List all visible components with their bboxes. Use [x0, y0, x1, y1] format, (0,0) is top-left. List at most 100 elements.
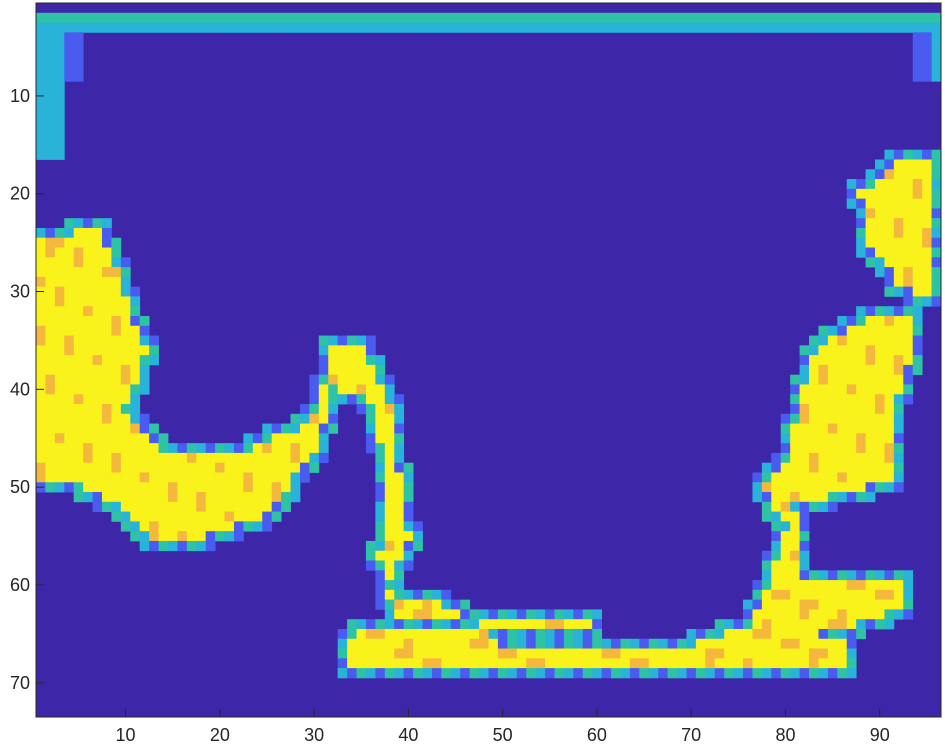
heatmap-cell: [337, 364, 348, 376]
heatmap-cell: [780, 472, 791, 483]
heatmap-cell: [761, 492, 772, 503]
heatmap-cell: [846, 580, 857, 591]
heatmap-cell: [856, 227, 866, 239]
heatmap-cell: [780, 511, 791, 522]
heatmap-cell: [177, 511, 188, 522]
heatmap-cell: [403, 482, 414, 493]
heatmap-cell: [545, 12, 555, 23]
heatmap-cell: [45, 100, 56, 111]
heatmap-cell: [903, 609, 914, 620]
heatmap-cell: [761, 609, 772, 620]
heatmap-cell: [780, 648, 791, 659]
heatmap-cell: [790, 628, 800, 640]
heatmap-cell: [101, 296, 112, 307]
heatmap-cell: [130, 355, 141, 366]
heatmap-cell: [780, 482, 791, 493]
heatmap-cell: [922, 149, 932, 160]
heatmap-cell: [714, 22, 725, 33]
heatmap-cell: [790, 501, 800, 512]
heatmap-cell: [818, 638, 829, 649]
heatmap-cell: [884, 462, 895, 473]
heatmap-cell: [45, 413, 56, 424]
heatmap-cell: [45, 81, 56, 92]
heatmap-cell: [563, 619, 574, 630]
heatmap-cell: [45, 237, 56, 248]
heatmap-cell: [120, 374, 131, 385]
heatmap-cell: [101, 462, 112, 473]
heatmap-cell: [705, 648, 716, 659]
heatmap-cell: [328, 355, 339, 366]
heatmap-cell: [413, 22, 423, 33]
heatmap-cell: [516, 638, 527, 649]
heatmap-cell: [931, 22, 942, 33]
heatmap-cell: [893, 394, 904, 405]
heatmap-cell: [36, 12, 46, 23]
heatmap-cell: [818, 658, 829, 669]
heatmap-cell: [45, 286, 56, 297]
heatmap-cell: [54, 61, 65, 72]
heatmap-cell: [903, 394, 914, 405]
heatmap-cell: [837, 384, 848, 395]
heatmap-cell: [809, 374, 819, 385]
heatmap-cell: [648, 12, 659, 23]
x-tick-label: 60: [587, 725, 607, 745]
heatmap-cell: [54, 374, 65, 385]
heatmap-cell: [394, 433, 405, 444]
heatmap-cell: [780, 531, 791, 542]
heatmap-cell: [893, 12, 904, 23]
heatmap-cell: [705, 12, 716, 23]
heatmap-cell: [54, 423, 65, 434]
heatmap-cell: [771, 560, 782, 571]
heatmap-cell: [592, 658, 603, 669]
heatmap-cell: [384, 619, 395, 630]
heatmap-cell: [799, 648, 810, 659]
heatmap-cell: [403, 472, 414, 483]
heatmap-cell: [101, 22, 112, 33]
heatmap-cell: [931, 237, 942, 248]
heatmap-cell: [54, 247, 65, 258]
heatmap-cell: [149, 335, 159, 346]
heatmap-cell: [837, 443, 848, 454]
heatmap-cell: [73, 482, 84, 493]
heatmap-cell: [922, 179, 932, 190]
heatmap-cell: [818, 619, 829, 630]
heatmap-cell: [394, 482, 405, 493]
heatmap-cell: [92, 443, 103, 454]
heatmap-cell: [903, 325, 914, 336]
heatmap-cell: [912, 345, 923, 356]
heatmap-cell: [818, 472, 829, 483]
heatmap-cell: [365, 364, 376, 376]
heatmap-cell: [724, 668, 735, 679]
heatmap-cell: [780, 521, 791, 532]
heatmap-cell: [394, 570, 405, 581]
heatmap-cell: [714, 638, 725, 649]
heatmap-cell: [846, 413, 857, 424]
heatmap-cell: [592, 619, 603, 630]
heatmap-cell: [912, 315, 923, 327]
heatmap-cell: [130, 413, 141, 424]
heatmap-cell: [73, 423, 84, 434]
heatmap-cell: [809, 452, 819, 464]
heatmap-cell: [413, 12, 423, 23]
heatmap-cell: [639, 658, 650, 669]
heatmap-cell: [111, 462, 122, 473]
heatmap-cell: [36, 315, 46, 327]
heatmap-cell: [761, 22, 772, 33]
heatmap-cell: [799, 394, 810, 405]
heatmap-cell: [573, 658, 584, 669]
heatmap-cell: [450, 599, 461, 610]
heatmap-cell: [64, 237, 75, 248]
heatmap-cell: [158, 472, 169, 483]
heatmap-cell: [856, 423, 866, 434]
heatmap-cell: [884, 22, 895, 33]
heatmap-cell: [771, 580, 782, 591]
heatmap-cell: [912, 149, 923, 160]
heatmap-cell: [893, 276, 904, 288]
heatmap-cell: [601, 648, 612, 659]
heatmap-cell: [384, 394, 395, 405]
heatmap-cell: [54, 325, 65, 336]
heatmap-cell: [224, 22, 235, 33]
heatmap-cell: [271, 452, 282, 464]
heatmap-cell: [733, 12, 744, 23]
heatmap-cell: [45, 482, 56, 493]
